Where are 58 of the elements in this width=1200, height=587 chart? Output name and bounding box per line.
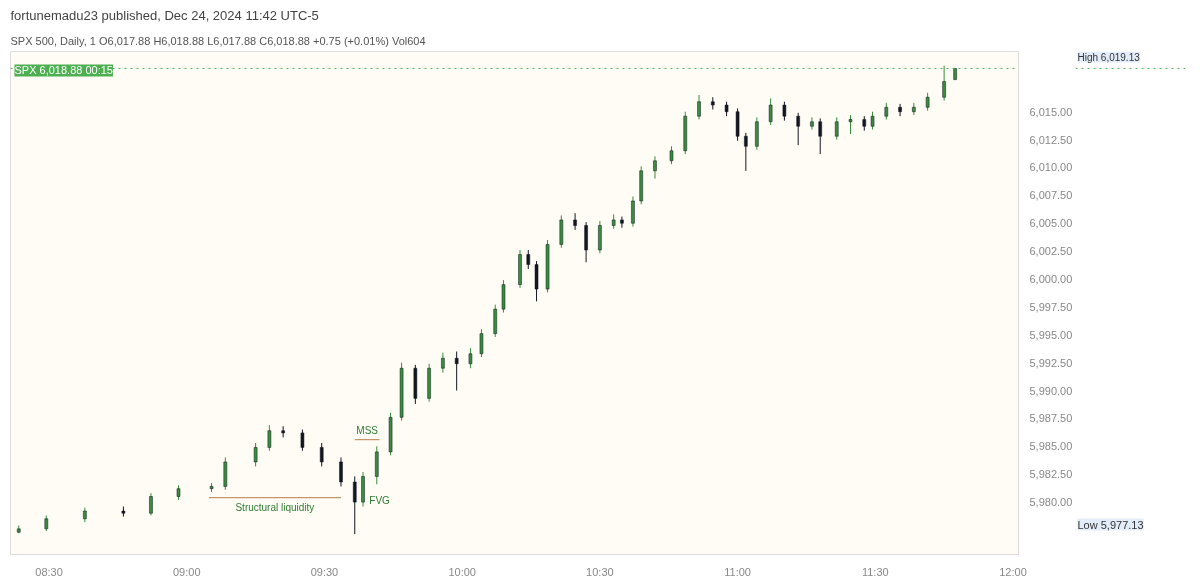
annotation: Structural liquidity — [235, 501, 315, 513]
y-tick-label: 5,995.00 — [1029, 328, 1073, 341]
annotation: MSS — [356, 424, 379, 436]
candlestick — [441, 352, 445, 374]
x-tick-label: 12:00 — [999, 565, 1027, 578]
candlestick — [697, 94, 701, 121]
candlestick — [631, 195, 635, 228]
y-tick-label: 6,007.50 — [1029, 189, 1073, 202]
text: Low 5,977.13 — [1077, 518, 1144, 531]
y-tick-label: 5,980.00 — [1029, 496, 1073, 509]
candlestick — [454, 351, 459, 392]
x-tick-label: 09:00 — [173, 565, 201, 578]
candlestick — [942, 65, 946, 102]
candlestick — [353, 475, 357, 535]
x-tick-label: 08:30 — [35, 565, 63, 578]
y-tick-label: 6,012.50 — [1029, 133, 1073, 146]
y-tick-label: 5,987.50 — [1029, 412, 1073, 425]
candlestick — [620, 216, 624, 229]
candlestick — [768, 97, 773, 126]
candlestick — [810, 116, 814, 131]
y-tick-label: 5,982.50 — [1029, 468, 1073, 481]
candlestick — [573, 212, 577, 231]
y-tick-label: 5,990.00 — [1029, 384, 1073, 397]
x-tick-label: 10:00 — [448, 565, 476, 578]
x-tick-label: 10:30 — [586, 565, 614, 578]
candlestick — [744, 132, 748, 172]
candlestick — [300, 429, 305, 452]
candlestick — [319, 442, 324, 467]
x-tick-label: 09:30 — [310, 565, 339, 578]
y-tick-label: 5,997.50 — [1029, 300, 1073, 313]
candlestick — [468, 347, 473, 369]
y-tick-label: 6,002.50 — [1029, 245, 1073, 258]
candlestick — [653, 155, 657, 180]
chart-subtitle: SPX 500, Daily, 1 O6,017.88 H6,018.88 L6,017.88 C6,018.88 +0.75 (+0.01%) Vol604 — [10, 34, 426, 47]
candlestick — [834, 116, 839, 141]
candlestick — [149, 492, 153, 516]
text: High 6,019.13 — [1077, 51, 1141, 63]
y-tick-label: 6,005.00 — [1029, 217, 1073, 230]
candlestick — [253, 442, 258, 467]
annotation: FVG — [369, 494, 391, 506]
x-tick-label: 11:30 — [861, 565, 889, 578]
y-tick-label: 5,992.50 — [1029, 356, 1073, 369]
y-tick-label: 6,010.00 — [1029, 161, 1073, 174]
y-tick-label: 6,015.00 — [1029, 105, 1073, 118]
y-tick-label: 6,000.00 — [1029, 273, 1073, 286]
candlestick — [339, 456, 343, 487]
candlestick — [796, 112, 800, 146]
candlestick — [479, 328, 484, 358]
candlestick — [818, 117, 822, 155]
candlestick — [267, 424, 272, 452]
x-tick-label: 11:00 — [724, 565, 751, 578]
chart-title: fortunemadu23 published, Dec 24, 2024 11:42 UTC-5 — [10, 7, 319, 23]
candlestick — [898, 103, 902, 117]
candlestick — [848, 114, 853, 135]
candlestick — [526, 249, 531, 270]
ref-line-label: SPX 6,018.88 00:15 — [14, 64, 113, 77]
candlestick — [782, 101, 787, 122]
y-tick-label: 5,985.00 — [1029, 440, 1073, 453]
